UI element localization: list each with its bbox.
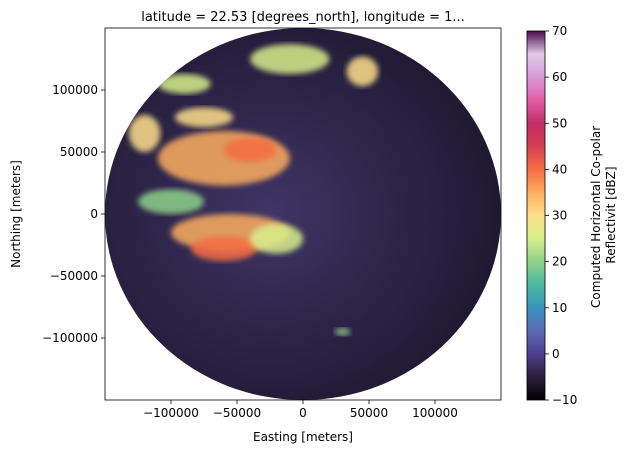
x-axis-label: Easting [meters]: [253, 430, 353, 444]
echo-region-3: [174, 107, 234, 128]
y-axis-label: Northing [meters]: [9, 160, 23, 268]
colorbar-tick-label: −10: [552, 393, 577, 407]
radar-plot-area: [104, 27, 502, 401]
echo-region-6: [250, 44, 330, 74]
colorbar-tick-label: 70: [552, 24, 567, 38]
chart-title: latitude = 22.53 [degrees_north], longit…: [141, 10, 465, 25]
y-axis: 100000 50000 0 −50000 −100000: [42, 83, 105, 345]
y-tick-label: 50000: [60, 145, 98, 159]
x-tick-label: −50000: [213, 406, 261, 420]
echo-region-10: [138, 189, 204, 215]
echo-region-7: [346, 56, 379, 87]
colorbar: −10 0 10 20 30 40 50 60 70 Computed Horizontal C…: [526, 24, 618, 407]
x-tick-label: 50000: [350, 406, 388, 420]
colorbar-label-line-2: Reflectivit [dBZ]: [604, 166, 618, 263]
echo-region-2: [128, 114, 161, 152]
echo-region-11: [334, 328, 351, 336]
echo-layer: [128, 44, 379, 336]
y-tick-label: 100000: [52, 83, 98, 97]
echo-region-1: [223, 137, 277, 162]
colorbar-ticks: −10 0 10 20 30 40 50 60 70: [545, 24, 577, 407]
y-tick-label: −50000: [50, 269, 98, 283]
echo-region-8: [157, 73, 211, 94]
y-tick-label: −100000: [42, 331, 98, 345]
x-tick-label: 100000: [412, 406, 458, 420]
echo-region-9: [250, 223, 303, 254]
echo-region-0: [157, 130, 290, 186]
colorbar-tick-label: 30: [552, 209, 567, 223]
x-tick-label: 0: [299, 406, 307, 420]
echo-region-5: [190, 236, 257, 262]
colorbar-tick-label: 10: [552, 301, 567, 315]
colorbar-tick-label: 50: [552, 116, 567, 130]
x-axis: −100000 −50000 0 50000 100000: [143, 400, 458, 420]
colorbar-label: Computed Horizontal Co-polar Reflectivit…: [589, 122, 618, 308]
colorbar-tick-label: 0: [552, 347, 560, 361]
colorbar-tick-label: 40: [552, 162, 567, 176]
colorbar-tick-label: 60: [552, 70, 567, 84]
x-tick-label: −100000: [143, 406, 199, 420]
y-tick-label: 0: [90, 207, 98, 221]
colorbar-ramp: [526, 30, 546, 401]
colorbar-tick-label: 20: [552, 255, 567, 269]
colorbar-label-line-1: Computed Horizontal Co-polar: [589, 126, 603, 308]
